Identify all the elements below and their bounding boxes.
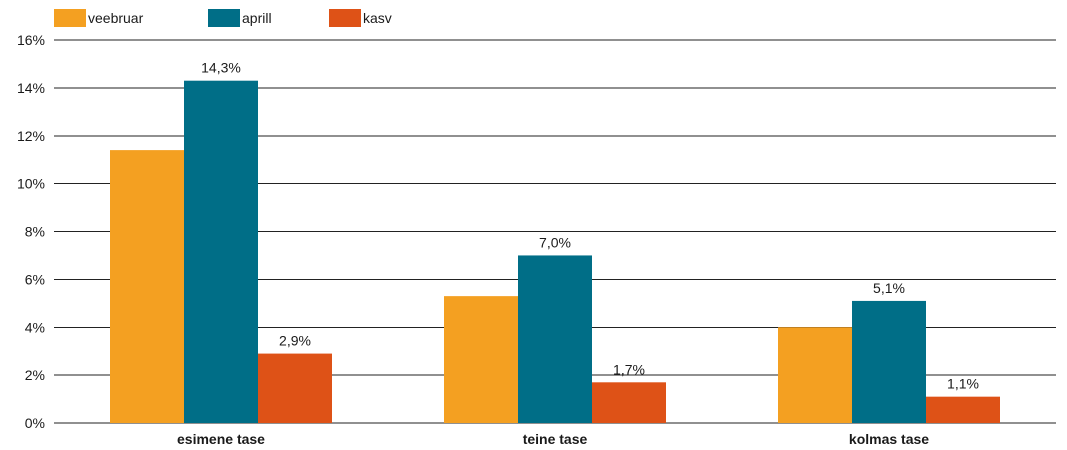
bar-veebruar-0	[110, 150, 184, 424]
y-tick-label: 4%	[25, 319, 45, 335]
y-tick-label: 12%	[17, 128, 45, 144]
data-label: 14,3%	[201, 60, 241, 76]
legend-label: kasv	[363, 10, 392, 26]
legend-item-kasv: kasv	[329, 9, 392, 27]
data-label: 2,9%	[279, 333, 311, 349]
legend-swatch	[329, 9, 361, 27]
x-axis: esimene tase teine tase kolmas tase	[177, 431, 929, 447]
bar-kasv-1	[592, 382, 666, 423]
bar-aprill-1	[518, 255, 592, 423]
y-tick-label: 10%	[17, 176, 45, 192]
bar-veebruar-2	[778, 327, 852, 423]
y-tick-label: 6%	[25, 271, 45, 287]
legend-item-veebruar: veebruar	[54, 9, 144, 27]
y-tick-label: 16%	[17, 32, 45, 48]
y-tick-label: 14%	[17, 80, 45, 96]
data-label: 1,7%	[613, 361, 645, 377]
data-labels: 14,3% 7,0% 5,1% 2,9% 1,7% 1,1%	[201, 60, 979, 392]
data-label: 5,1%	[873, 280, 905, 296]
legend: veebruar aprill kasv	[54, 9, 392, 27]
bar-kasv-2	[926, 396, 1000, 423]
bars	[110, 80, 1000, 424]
bar-kasv-0	[258, 353, 332, 423]
data-label: 1,1%	[947, 376, 979, 392]
y-tick-label: 2%	[25, 367, 45, 383]
bar-aprill-0	[184, 80, 258, 423]
legend-swatch	[208, 9, 240, 27]
y-tick-label: 0%	[25, 415, 45, 431]
legend-swatch	[54, 9, 86, 27]
y-tick-label: 8%	[25, 224, 45, 240]
legend-label: veebruar	[88, 10, 144, 26]
category-label: esimene tase	[177, 431, 265, 447]
bar-aprill-2	[852, 300, 926, 423]
bar-veebruar-1	[444, 296, 518, 423]
data-label: 7,0%	[539, 234, 571, 250]
category-label: teine tase	[523, 431, 588, 447]
legend-item-aprill: aprill	[208, 9, 272, 27]
y-axis: 0% 2% 4% 6% 8% 10% 12% 14% 16%	[17, 32, 45, 431]
legend-label: aprill	[242, 10, 272, 26]
category-label: kolmas tase	[849, 431, 929, 447]
